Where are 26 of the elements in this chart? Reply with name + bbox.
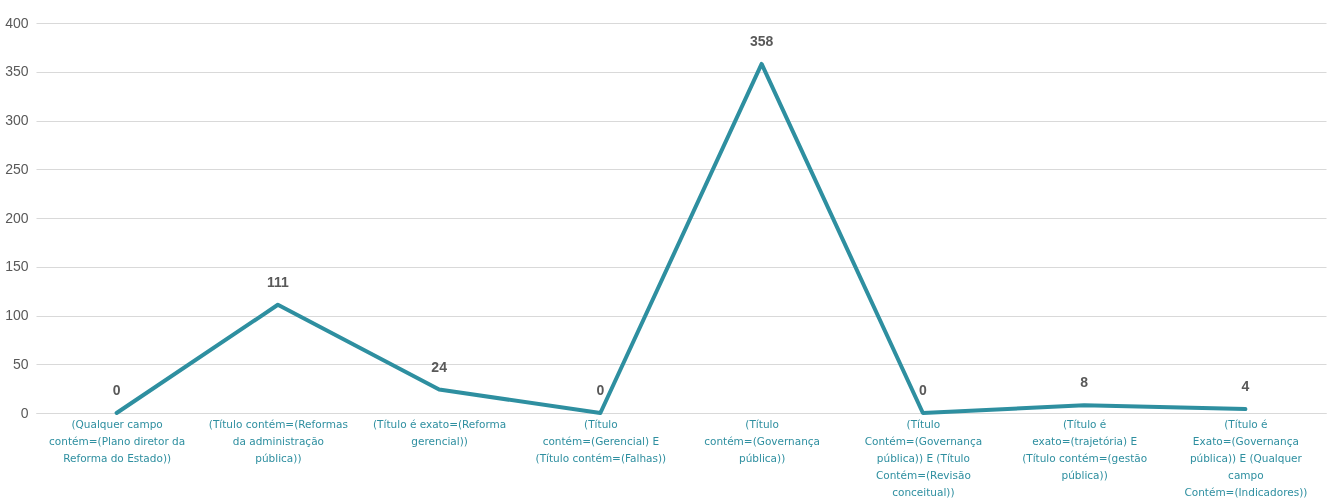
y-tick-label: 250 xyxy=(5,160,29,177)
data-label: 0 xyxy=(112,382,121,398)
data-label: 111 xyxy=(266,273,289,290)
data-label: 4 xyxy=(1241,378,1250,395)
data-label: 24 xyxy=(431,358,448,375)
data-label: 0 xyxy=(918,382,927,398)
y-tick-label: 400 xyxy=(5,14,29,31)
x-tick-label: (Título é exato=(Reforma gerencial)) xyxy=(373,417,507,447)
y-tick-label: 300 xyxy=(5,112,29,128)
x-tick-label: (Título contém=(Reformas da administração pública)) xyxy=(208,417,348,464)
y-tick-label: 50 xyxy=(12,355,29,372)
y-tick-label: 350 xyxy=(5,63,29,80)
x-tick-label: (Qualquer campo contém=(Plano diretor da Reforma do Estado)) xyxy=(49,417,186,464)
data-label: 0 xyxy=(596,382,605,398)
line-series xyxy=(114,61,1248,415)
y-tick-label: 150 xyxy=(5,258,29,275)
x-tick-label: (Título contém=(Gerencial) E (Título contém=(Falhas)) xyxy=(535,417,667,464)
y-tick-label: 0 xyxy=(20,404,29,421)
x-tick-label: (Título é exato=(trajetória) E (Título contém=(gestão pública)) xyxy=(1022,417,1148,481)
data-label: 358 xyxy=(749,32,774,49)
x-tick-label: (Título é Exato=(Governança pública)) E (Qualquer campo Contém=(Indicadores)) xyxy=(1184,417,1308,498)
y-tick-label: 200 xyxy=(5,209,29,226)
x-tick-label: (Título contém=(Governança pública)) xyxy=(704,417,821,464)
y-tick-label: 100 xyxy=(5,307,29,323)
x-tick-label: (Título Contém=(Governança pública)) E (Título Contém=(Revisão conceitual)) xyxy=(864,417,983,498)
data-label: 8 xyxy=(1080,374,1089,391)
